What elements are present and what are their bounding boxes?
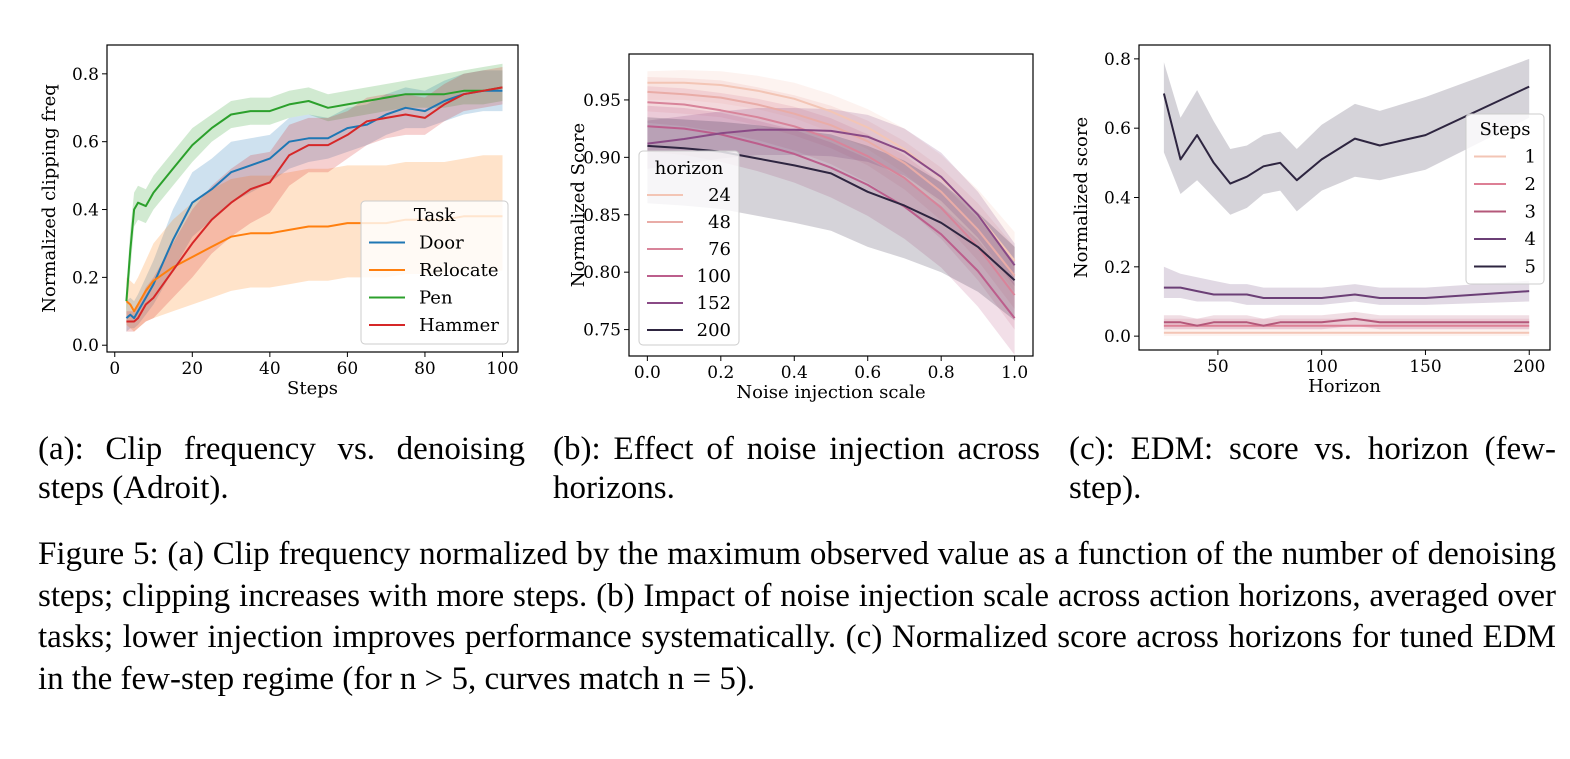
x-tick-label: 1.0 bbox=[1001, 363, 1028, 383]
series-line-pen bbox=[125, 86, 503, 302]
x-tick-label: 0 bbox=[109, 359, 120, 379]
y-tick-label: 0.80 bbox=[583, 263, 621, 283]
y-axis-label: Normalized score bbox=[1071, 117, 1092, 278]
x-tick-label: 0.0 bbox=[634, 363, 661, 383]
x-tick-label: 60 bbox=[337, 359, 359, 379]
legend-label-3: 3 bbox=[1525, 202, 1536, 223]
x-tick-label: 0.4 bbox=[781, 363, 808, 383]
figure-panels: 0 20 40 60 80 100 0.0 0.2 0.4 0.6 0.8 Steps Normaliz… bbox=[39, 44, 1551, 403]
series-line-76 bbox=[647, 101, 1016, 296]
legend-box bbox=[638, 150, 740, 346]
legend: Steps 1 2 3 4 5 bbox=[1465, 113, 1545, 285]
series-line-door bbox=[125, 89, 503, 320]
plot-frame bbox=[628, 53, 1034, 357]
y-tick-label: 0.85 bbox=[583, 206, 621, 226]
legend-title: horizon bbox=[655, 158, 724, 179]
y-tick-label: 0.6 bbox=[1104, 119, 1131, 139]
y-tick-label: 0.4 bbox=[72, 201, 99, 221]
x-tick-label: 0.2 bbox=[707, 363, 734, 383]
x-tick-label: 150 bbox=[1409, 357, 1441, 377]
y-tick-label: 0.0 bbox=[1104, 327, 1131, 347]
legend-label-200: 200 bbox=[697, 320, 731, 341]
series-line-3 bbox=[1163, 317, 1530, 327]
series-line-152 bbox=[647, 128, 1016, 266]
confidence-band-100 bbox=[647, 105, 1015, 355]
caption-c: (c): EDM: score vs. horizon (few-step). bbox=[1069, 431, 1556, 506]
x-tick-label: 80 bbox=[414, 359, 436, 379]
y-tick-label: 0.95 bbox=[583, 91, 621, 111]
y-tick-label: 0.4 bbox=[1104, 189, 1131, 209]
y-axis-label: Normalized clipping freq bbox=[39, 84, 60, 313]
series-line-5 bbox=[1162, 85, 1530, 185]
legend-label-5: 5 bbox=[1525, 257, 1536, 278]
series-line-100 bbox=[647, 125, 1016, 319]
legend-label-24: 24 bbox=[708, 185, 731, 206]
plot-frame bbox=[106, 44, 519, 353]
legend-label-door: Door bbox=[419, 233, 464, 254]
caption-b: (b): Effect of noise injection across ho… bbox=[553, 431, 1040, 506]
legend-label-48: 48 bbox=[708, 212, 731, 233]
confidence-band-24 bbox=[647, 70, 1015, 292]
legend-label-1: 1 bbox=[1525, 147, 1536, 168]
y-tick-label: 0.90 bbox=[583, 148, 621, 168]
legend-title: Steps bbox=[1480, 119, 1531, 140]
caption-a: (a): Clip frequency vs. denoising steps … bbox=[38, 431, 525, 506]
series-line-48 bbox=[647, 90, 1016, 277]
x-tick-label: 100 bbox=[1305, 357, 1337, 377]
x-tick-label: 50 bbox=[1207, 357, 1229, 377]
x-tick-label: 0.6 bbox=[854, 363, 881, 383]
y-tick-label: 0.6 bbox=[72, 133, 99, 153]
y-tick-label: 0.0 bbox=[72, 336, 99, 356]
legend: horizon 24 48 76 100 152 200 bbox=[638, 150, 740, 346]
x-tick-label: 100 bbox=[486, 359, 518, 379]
x-tick-label: 0.8 bbox=[928, 363, 955, 383]
legend-label-pen: Pen bbox=[419, 288, 453, 309]
x-tick-label: 200 bbox=[1513, 357, 1545, 377]
legend-label-hammer: Hammer bbox=[419, 315, 499, 336]
y-tick-label: 0.2 bbox=[72, 268, 99, 288]
legend-label-100: 100 bbox=[697, 266, 731, 287]
legend-box bbox=[360, 200, 509, 345]
y-tick-label: 0.8 bbox=[1104, 50, 1131, 70]
x-tick-label: 40 bbox=[259, 359, 281, 379]
confidence-band-pen bbox=[126, 63, 503, 315]
confidence-band-5 bbox=[1163, 58, 1530, 215]
legend-label-4: 4 bbox=[1525, 229, 1536, 250]
legend-label-152: 152 bbox=[697, 293, 731, 314]
y-axis-label: Normalized Score bbox=[568, 123, 589, 287]
y-tick-label: 0.8 bbox=[72, 65, 99, 85]
y-tick-label: 0.2 bbox=[1104, 258, 1131, 278]
confidence-band-hammer bbox=[126, 67, 503, 332]
series-line-hammer bbox=[126, 86, 503, 323]
legend-label-2: 2 bbox=[1525, 174, 1536, 195]
chart-panel-a: 0 20 40 60 80 100 0.0 0.2 0.4 0.6 0.8 Steps Normaliz… bbox=[39, 44, 519, 399]
legend: Task Door Relocate Pen Hammer bbox=[360, 200, 509, 345]
confidence-band-door bbox=[126, 70, 503, 332]
confidence-band-relocate bbox=[126, 155, 503, 332]
chart-panel-c: 50 100 150 200 0.0 0.2 0.4 0.6 0.8 Horizon Normali… bbox=[1071, 44, 1551, 397]
figure-caption: Figure 5: (a) Clip frequency normalized … bbox=[38, 536, 1556, 697]
x-tick-label: 20 bbox=[181, 359, 203, 379]
legend-label-relocate: Relocate bbox=[419, 260, 499, 281]
series-line-200 bbox=[647, 144, 1016, 281]
x-axis-label: Noise injection scale bbox=[736, 382, 925, 403]
legend-label-76: 76 bbox=[708, 239, 731, 260]
series-line-4 bbox=[1163, 286, 1530, 299]
x-axis-label: Steps bbox=[287, 378, 338, 399]
x-axis-label: Horizon bbox=[1308, 376, 1381, 397]
chart-panel-b: 0.0 0.2 0.4 0.6 0.8 1.0 0.75 0.80 0.85 0.90 0.95 No… bbox=[568, 53, 1034, 403]
legend-title: Task bbox=[414, 205, 457, 226]
confidence-band-152 bbox=[647, 108, 1015, 286]
y-tick-label: 0.75 bbox=[583, 321, 621, 341]
